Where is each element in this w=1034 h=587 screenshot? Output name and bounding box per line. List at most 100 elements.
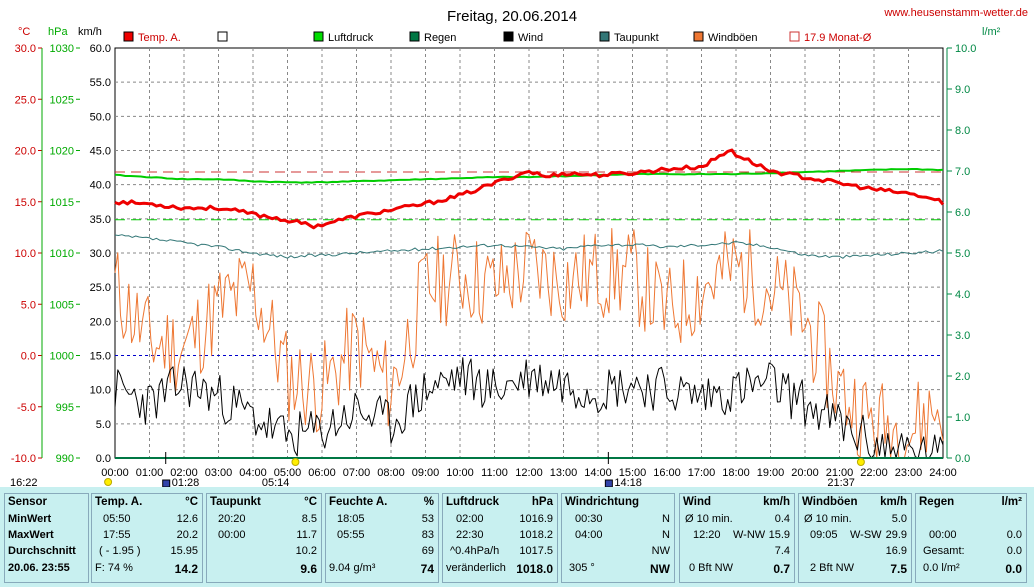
kmh-tick-label: 40.0 [90,180,111,192]
temp-tick-label: 30.0 [15,43,36,55]
dir-avg: NW [651,545,670,557]
time-mark-label: 05:14 [262,477,290,487]
x-tick-label: 24:00 [929,467,957,479]
rain-current: 0.0 [1005,562,1022,576]
dir-max: N [662,529,670,541]
kmh-tick-label: 5.0 [96,419,111,431]
series-luftdruck [114,168,944,184]
gust-max-time: 09:05 [810,529,838,541]
stats-humidity: Feuchte A.% 18:05 53 05:55 83 69 9.04 g/m³… [325,493,439,583]
dir-min-time: 00:30 [575,513,603,525]
dir-max-time: 04:00 [575,529,603,541]
hum-max-time: 05:55 [337,529,365,541]
stats-gust: Windböen km/h Ø 10 min. 5.0 09:05 W-SW 29.9 … [798,493,912,583]
wind-avg10: 0.4 [774,513,790,525]
chart-title: Freitag, 20.06.2014 [447,8,577,25]
temp-tick-label: -5.0 [17,402,36,414]
kmh-tick-label: 15.0 [90,351,111,363]
rain-tick-label: 4.0 [955,289,970,301]
pressure-tick-label: 1020 [50,146,74,158]
x-tick-label: 19:00 [757,467,785,479]
press-max: 1018.2 [519,529,553,541]
press-tendency: veränderlich [446,562,506,574]
press-avg: 1017.5 [519,545,553,557]
press-trend: ^0.4hPa/h [450,545,500,557]
wind-max-time: 12:20 [693,529,721,541]
gust-unit: km/h [880,496,907,508]
time-marks: 16:22 01:28 05:14 14:18 21:37 [10,452,865,487]
series-wind [114,357,944,459]
stats-date: 20.06. 23:55 [8,562,70,574]
hum-max: 83 [421,529,434,541]
temp-tick-label: 10.0 [15,248,36,260]
rain-unit: l/m² [1001,496,1022,508]
website-link[interactable]: www.heusenstamm-wetter.de [883,7,1028,19]
kmh-tick-label: 55.0 [90,77,111,89]
legend-swatch [313,31,324,42]
pressure-tick-label: 1000 [50,351,74,363]
gust-max-dir: W-SW [850,529,882,541]
hum-current: 74 [420,562,434,576]
rain-total: 0.0 [1006,545,1022,557]
kmh-tick-label: 0.0 [96,453,111,465]
wind-avg: 7.4 [774,545,790,557]
wind-max: 15.9 [768,529,790,541]
pressure-tick-label: 1015 [50,197,74,209]
wind-avg-label: Ø 10 min. [685,513,733,525]
x-tick-label: 21:00 [826,467,854,479]
pressure-tick-label: 1005 [50,299,74,311]
legend-label: Taupunkt [614,32,659,44]
temp-feel: F: 74 % [95,562,133,574]
x-tick-label: 22:00 [860,467,888,479]
legend-label: Temp. A. [138,32,181,44]
rain-max: 0.0 [1006,529,1022,541]
rain-tick-label: 2.0 [955,371,970,383]
temp-max: 20.2 [176,529,198,541]
press-head: Luftdruck [446,496,500,508]
kmh-tick-label: 60.0 [90,43,111,55]
kmh-tick-label: 45.0 [90,146,111,158]
legend-swatch [599,31,610,42]
wind-current: 0.7 [773,562,790,576]
x-tick-label: 16:00 [653,467,681,479]
press-min: 1016.9 [519,513,553,525]
temp-unit: °C [185,496,198,508]
x-tick-label: 03:00 [205,467,233,479]
rain-total-label: Gesamt: [923,545,965,557]
x-tick-label: 00:00 [101,467,129,479]
pressure-tick-label: 1010 [50,248,74,260]
wind-head: Wind [683,496,711,508]
hum-min-time: 18:05 [337,513,365,525]
rain-day: 0.0 l/m² [923,562,960,574]
rain-axis-label: l/m² [982,26,1001,38]
temp-current: 14.2 [174,562,198,576]
temp-dev: ( - 1.95 ) [99,545,141,557]
dew-min: 8.5 [301,513,317,525]
rain-tick-label: 6.0 [955,207,970,219]
gust-avg: 16.9 [885,545,907,557]
temp-tick-label: 15.0 [15,197,36,209]
moon-icon [604,479,613,487]
rain-tick-label: 10.0 [955,43,976,55]
rain-tick-label: 5.0 [955,248,970,260]
wind-max-dir: W-NW [733,529,766,541]
time-mark-label: 14:18 [614,477,642,487]
x-tick-label: 11:00 [481,467,508,479]
legend-swatch [789,31,800,42]
dew-max-time: 00:00 [218,529,246,541]
x-tick-label: 06:00 [308,467,336,479]
row-durchschnitt: Durchschnitt [8,545,76,557]
moon-icon [162,479,171,487]
x-tick-label: 15:00 [619,467,647,479]
hum-head: Feuchte A. [329,496,388,508]
sun-icon [104,478,113,486]
temp-tick-label: -10.0 [11,453,36,465]
x-tick-label: 02:00 [170,467,198,479]
rain-tick-label: 0.0 [955,453,970,465]
dir-head: Windrichtung [565,496,639,508]
hum-avg: 69 [421,545,434,557]
pressure-tick-label: 995 [56,402,74,414]
dew-avg: 10.2 [295,545,317,557]
gust-avg-label: Ø 10 min. [804,513,852,525]
stats-pressure: Luftdruck hPa 02:00 1016.9 22:30 1018.2 ^0.… [442,493,558,583]
